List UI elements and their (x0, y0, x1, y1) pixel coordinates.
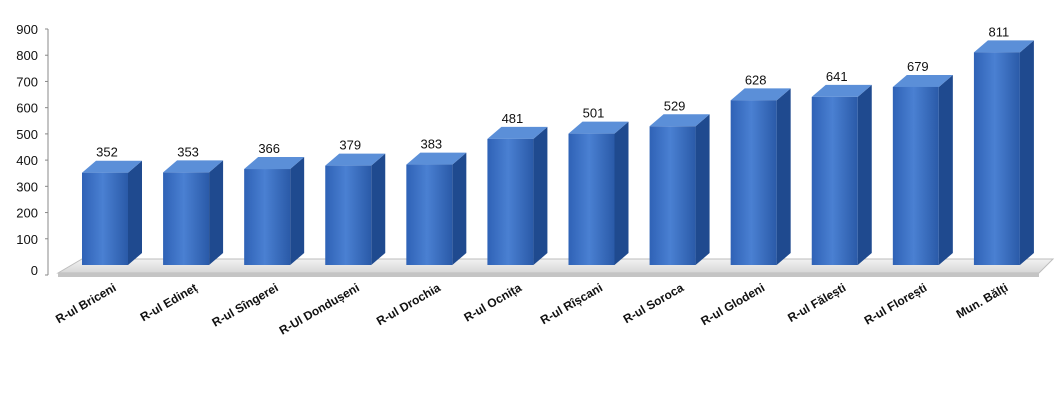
bar-top-face (568, 121, 629, 134)
y-tick-label: 100 (16, 232, 38, 247)
data-label: 366 (258, 141, 280, 156)
y-tick-label: 600 (16, 101, 38, 116)
bar-side-face (128, 160, 142, 265)
bar-front-face (892, 86, 939, 265)
x-tick-label: Mun. Bălți (954, 280, 1011, 321)
bar-side-face (614, 121, 629, 265)
data-label: 379 (339, 138, 361, 153)
y-tick-label: 300 (16, 179, 38, 194)
data-label: 353 (177, 144, 199, 159)
bar-front-face (82, 172, 128, 265)
bar-front-face (244, 169, 291, 265)
x-tick-label: R-ul Ocnița (461, 280, 524, 324)
bar-side-face (857, 84, 872, 265)
bar-front-face (811, 96, 858, 265)
x-axis-labels-group: R-ul Briceni R-ul Edineț R-ul SîngereiR-Ul… (53, 280, 1010, 337)
bar (892, 74, 953, 265)
bar (244, 157, 305, 265)
bar-side-face (1019, 40, 1034, 266)
x-tick-label: R-ul Glodeni (698, 280, 767, 328)
y-tick-label: 200 (16, 206, 38, 221)
bar-top-face (244, 157, 305, 170)
y-tick-label: 0 (31, 263, 38, 278)
bar-side-face (452, 152, 467, 265)
data-label: 352 (96, 145, 118, 160)
data-label: 501 (583, 106, 605, 121)
x-tick-label: R-ul Soroca (621, 280, 687, 326)
bar-side-face (938, 74, 953, 265)
chart-floor (56, 258, 1055, 277)
x-tick-label: R-ul Fălești (785, 280, 848, 324)
bar (163, 160, 224, 265)
data-label: 641 (826, 69, 848, 84)
bar-top-face (325, 153, 386, 166)
bar-top-face (406, 152, 467, 165)
bar-front-face (973, 52, 1020, 266)
bar-front-face (730, 100, 777, 265)
bar-side-face (371, 153, 386, 265)
bar-top-face (973, 40, 1034, 53)
bar (487, 126, 548, 265)
bar-top-face (811, 84, 872, 97)
bar-top-face (730, 88, 791, 101)
x-tick-label: R-ul Florești (862, 280, 930, 327)
x-tick-label: R-Ul Dondușeni (277, 280, 362, 337)
bar-side-face (776, 88, 791, 265)
data-label: 529 (664, 98, 686, 113)
bars-group (82, 40, 1034, 266)
data-label: 811 (989, 24, 1010, 39)
y-tick-label: 900 (16, 22, 38, 37)
bar (325, 153, 386, 265)
y-axis: 0 100 200 300 400 500 600 700 800 900 (16, 22, 49, 278)
bar (811, 84, 872, 265)
bar (973, 40, 1034, 266)
bar-top-face (649, 114, 710, 127)
bar (649, 114, 710, 265)
bar (568, 121, 629, 265)
y-tick-label: 800 (16, 48, 38, 63)
data-label: 679 (907, 59, 929, 74)
bar-side-face (209, 160, 224, 265)
bar-top-face (892, 74, 953, 87)
bar (406, 152, 467, 265)
x-tick-label: R-ul Rîșcani (538, 280, 605, 327)
bar-side-face (695, 114, 710, 265)
bar-top-face (82, 160, 142, 173)
y-tick-label: 700 (16, 74, 38, 89)
x-tick-label: R-ul Sîngerei (210, 280, 281, 329)
bar-front-face (325, 165, 372, 265)
bar-top-face (487, 126, 548, 139)
x-tick-label: R-ul Drochia (374, 280, 443, 328)
bar-front-face (487, 138, 534, 265)
bar-front-face (163, 172, 210, 265)
y-tick-label: 500 (16, 127, 38, 142)
y-tick-label: 400 (16, 153, 38, 168)
floor-edge (58, 273, 1039, 277)
data-label: 481 (502, 111, 524, 126)
x-tick-label: R-ul Briceni (53, 280, 118, 326)
bar-front-face (406, 164, 453, 265)
data-label: 628 (745, 72, 767, 87)
bar-side-face (533, 126, 548, 265)
data-labels-group: 352 353 366 379 383 481 501 529 628 641 679 811 (96, 24, 1009, 159)
bar-side-face (290, 157, 305, 265)
data-label: 383 (420, 137, 442, 152)
bar-front-face (649, 126, 696, 265)
bar-top-face (163, 160, 224, 173)
bar (82, 160, 142, 265)
bar (730, 88, 791, 265)
x-tick-label: R-ul Edineț (138, 280, 200, 324)
bar-front-face (568, 133, 615, 265)
